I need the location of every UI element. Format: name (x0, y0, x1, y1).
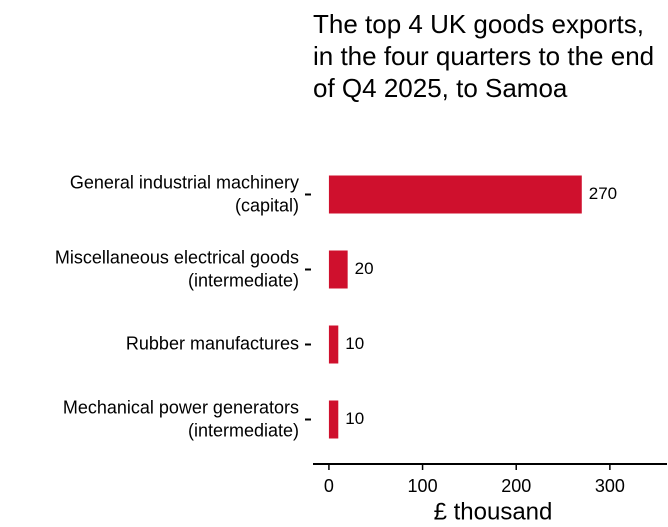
x-axis-title: £ thousand (434, 498, 553, 525)
bar (328, 400, 339, 439)
bar (328, 325, 339, 364)
y-tick-label: Miscellaneous electrical goods (intermedi… (55, 247, 299, 290)
y-tick-label: Rubber manufactures (126, 333, 299, 353)
y-tick-label: Mechanical power generators (intermediate… (63, 397, 299, 440)
value-label: 10 (345, 334, 364, 353)
x-tick-label: 0 (324, 476, 334, 496)
value-label: 20 (355, 259, 374, 278)
x-tick-label: 200 (501, 476, 531, 496)
value-label: 10 (345, 409, 364, 428)
bar (328, 175, 582, 214)
x-tick-label: 300 (595, 476, 625, 496)
bar (328, 250, 348, 289)
y-tick-label: General industrial machinery (capital) (70, 172, 299, 215)
x-tick-label: 100 (408, 476, 438, 496)
value-label: 270 (589, 184, 617, 203)
chart-title: The top 4 UK goods exports, in the four … (313, 9, 655, 103)
